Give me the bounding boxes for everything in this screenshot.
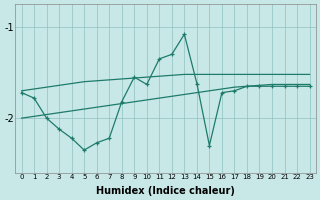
X-axis label: Humidex (Indice chaleur): Humidex (Indice chaleur) — [96, 186, 235, 196]
